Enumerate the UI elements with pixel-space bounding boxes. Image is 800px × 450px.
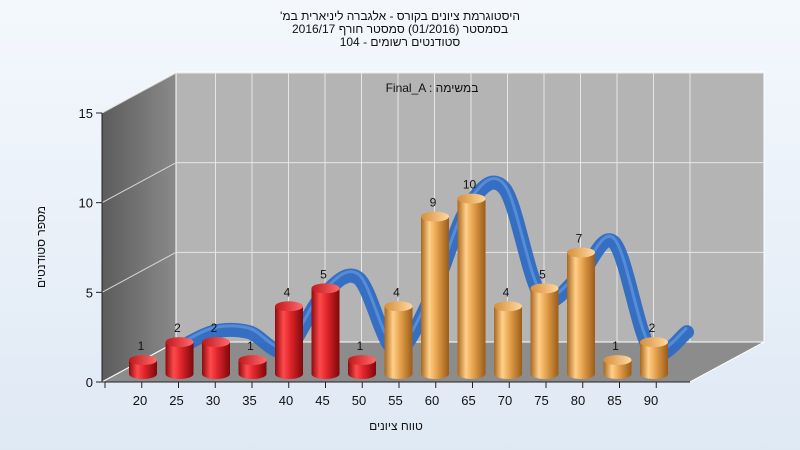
data-label: 9 [430, 196, 437, 210]
x-axis-label-text: טווח ציונים [369, 419, 423, 433]
x-tick-label: 30 [206, 393, 220, 408]
bar-top [421, 211, 449, 222]
bar [311, 283, 340, 379]
bar-body [603, 360, 632, 379]
bar [202, 337, 230, 379]
bar-body [457, 198, 486, 379]
bar-body [129, 360, 157, 379]
data-label: 1 [247, 339, 254, 353]
bar-top [348, 355, 376, 366]
bar [275, 301, 303, 379]
bar [530, 283, 559, 379]
bars [129, 193, 668, 379]
gridline-left-wall [101, 251, 177, 293]
y-tick-label: 10 [79, 196, 93, 211]
x-tick-label: 90 [644, 393, 658, 408]
bar-body [202, 342, 230, 379]
bar-body [275, 306, 303, 379]
y-tick-label: 5 [86, 285, 93, 300]
y-tick-label: 15 [79, 106, 93, 121]
data-label: 4 [393, 285, 400, 299]
data-label: 2 [649, 321, 656, 335]
bar [348, 355, 376, 379]
bar [238, 355, 267, 379]
x-tick-label: 20 [133, 393, 147, 408]
bar-body [567, 252, 595, 379]
data-label: 5 [320, 267, 327, 281]
x-tick-label: 40 [279, 393, 293, 408]
x-tick-label: 70 [498, 393, 512, 408]
bar-top [311, 283, 340, 294]
bar-top [202, 337, 230, 348]
bar [567, 247, 595, 379]
left-wall [101, 71, 177, 383]
data-label: 1 [612, 339, 619, 353]
bar-body [530, 288, 559, 379]
bar-top [275, 301, 303, 312]
x-tick-label: 25 [169, 393, 183, 408]
data-label: 4 [503, 285, 510, 299]
bar-top [567, 247, 595, 258]
bar-body [384, 306, 413, 379]
bar-body [348, 360, 376, 379]
bar [129, 355, 157, 379]
x-tick-label: 80 [571, 393, 585, 408]
chart-title: היסטוגרמת ציונים בקורס - אלגברה ליניארית… [0, 10, 800, 49]
y-axis-label: מספר סטודנטים [34, 205, 48, 289]
bar-top [165, 337, 194, 348]
bar [494, 301, 522, 379]
chart-title-line-1: היסטוגרמת ציונים בקורס - אלגברה ליניארית… [280, 9, 520, 23]
bar-body [421, 216, 449, 379]
data-label: 4 [284, 285, 291, 299]
chart-title-line-3: סטודנטים רשומים - 104 [339, 35, 461, 49]
bar-body [311, 288, 340, 379]
data-label: 2 [211, 321, 218, 335]
bar-top [129, 355, 157, 366]
x-tick-label: 60 [425, 393, 439, 408]
bar-top [494, 301, 522, 312]
data-labels: 1 2 2 1 4 5 1 4 9 10 4 5 7 1 2 [138, 178, 656, 353]
gridline-left-wall [101, 72, 177, 114]
chart-title-line-2: בסמסטר (01/2016) סמסטר חורף 2016/17 [291, 22, 509, 36]
chart-annotation: Final_A : במשימה [386, 81, 479, 95]
bar [457, 193, 486, 379]
data-label: 1 [357, 339, 364, 353]
x-tick-label: 65 [461, 393, 475, 408]
data-label: 5 [539, 267, 546, 281]
bar-body [165, 342, 194, 379]
bar [384, 301, 413, 379]
data-label: 7 [576, 231, 583, 245]
x-tick-label: 45 [315, 393, 329, 408]
x-tick-label: 85 [607, 393, 621, 408]
bar-body [494, 306, 522, 379]
bar [603, 355, 632, 379]
bar-body [238, 360, 267, 379]
bar [640, 337, 668, 379]
data-label: 1 [138, 339, 145, 353]
data-label: 2 [174, 321, 181, 335]
bar-top [384, 301, 413, 312]
bar-top [530, 283, 559, 294]
x-tick-label: 50 [352, 393, 366, 408]
bar [165, 337, 194, 379]
data-label: 10 [463, 178, 477, 192]
bar [421, 211, 449, 379]
bar-body [640, 342, 668, 379]
x-tick-label: 75 [534, 393, 548, 408]
bar-top [457, 193, 486, 204]
bar-top [603, 355, 632, 366]
bar-top [238, 355, 267, 366]
x-tick-label: 35 [242, 393, 256, 408]
x-tick-label: 55 [388, 393, 402, 408]
bar-top [640, 337, 668, 348]
gridline-left-wall [101, 162, 177, 204]
y-tick-label: 0 [86, 375, 93, 390]
